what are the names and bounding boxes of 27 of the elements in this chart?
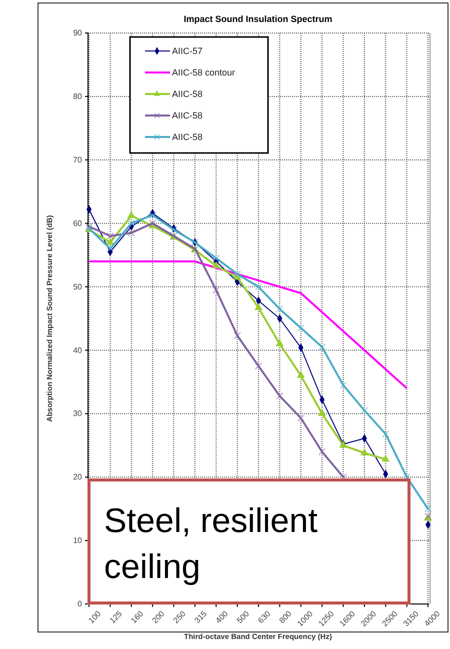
- x-tick-label: 250: [172, 608, 188, 626]
- x-tick-label: 800: [278, 608, 294, 626]
- y-tick-label: 0: [78, 600, 83, 609]
- x-tick-label: 200: [150, 608, 167, 626]
- x-tick-label: 630: [256, 608, 273, 626]
- legend-label: AIIC-58 contour: [172, 68, 236, 78]
- y-tick-label: 20: [73, 472, 83, 482]
- annotation: Steel, resilient ceiling: [104, 502, 318, 586]
- x-tick-label: 400: [214, 608, 230, 626]
- legend-label: AIIC-58: [172, 110, 203, 120]
- legend-label: AIIC-57: [172, 46, 203, 56]
- y-tick-label: 60: [73, 218, 83, 228]
- x-tick-label: 125: [108, 608, 124, 626]
- y-tick-label: 10: [73, 536, 83, 546]
- y-tick-label: 50: [73, 282, 83, 292]
- x-tick-label: 500: [235, 608, 252, 626]
- y-tick-label: 80: [73, 92, 83, 102]
- y-tick-label: 90: [73, 28, 83, 38]
- y-tick-label: 30: [73, 409, 83, 418]
- y-tick-label: 70: [73, 155, 83, 164]
- legend-label: AIIC-58: [172, 132, 203, 142]
- chart-title: Impact Sound Insulation Spectrum: [184, 14, 332, 24]
- legend-label: AIIC-58: [172, 89, 203, 99]
- x-tick-label: 100: [86, 608, 104, 626]
- x-tick-label: 160: [129, 608, 146, 626]
- x-tick-label: 315: [192, 608, 209, 626]
- y-tick-label: 40: [73, 346, 83, 355]
